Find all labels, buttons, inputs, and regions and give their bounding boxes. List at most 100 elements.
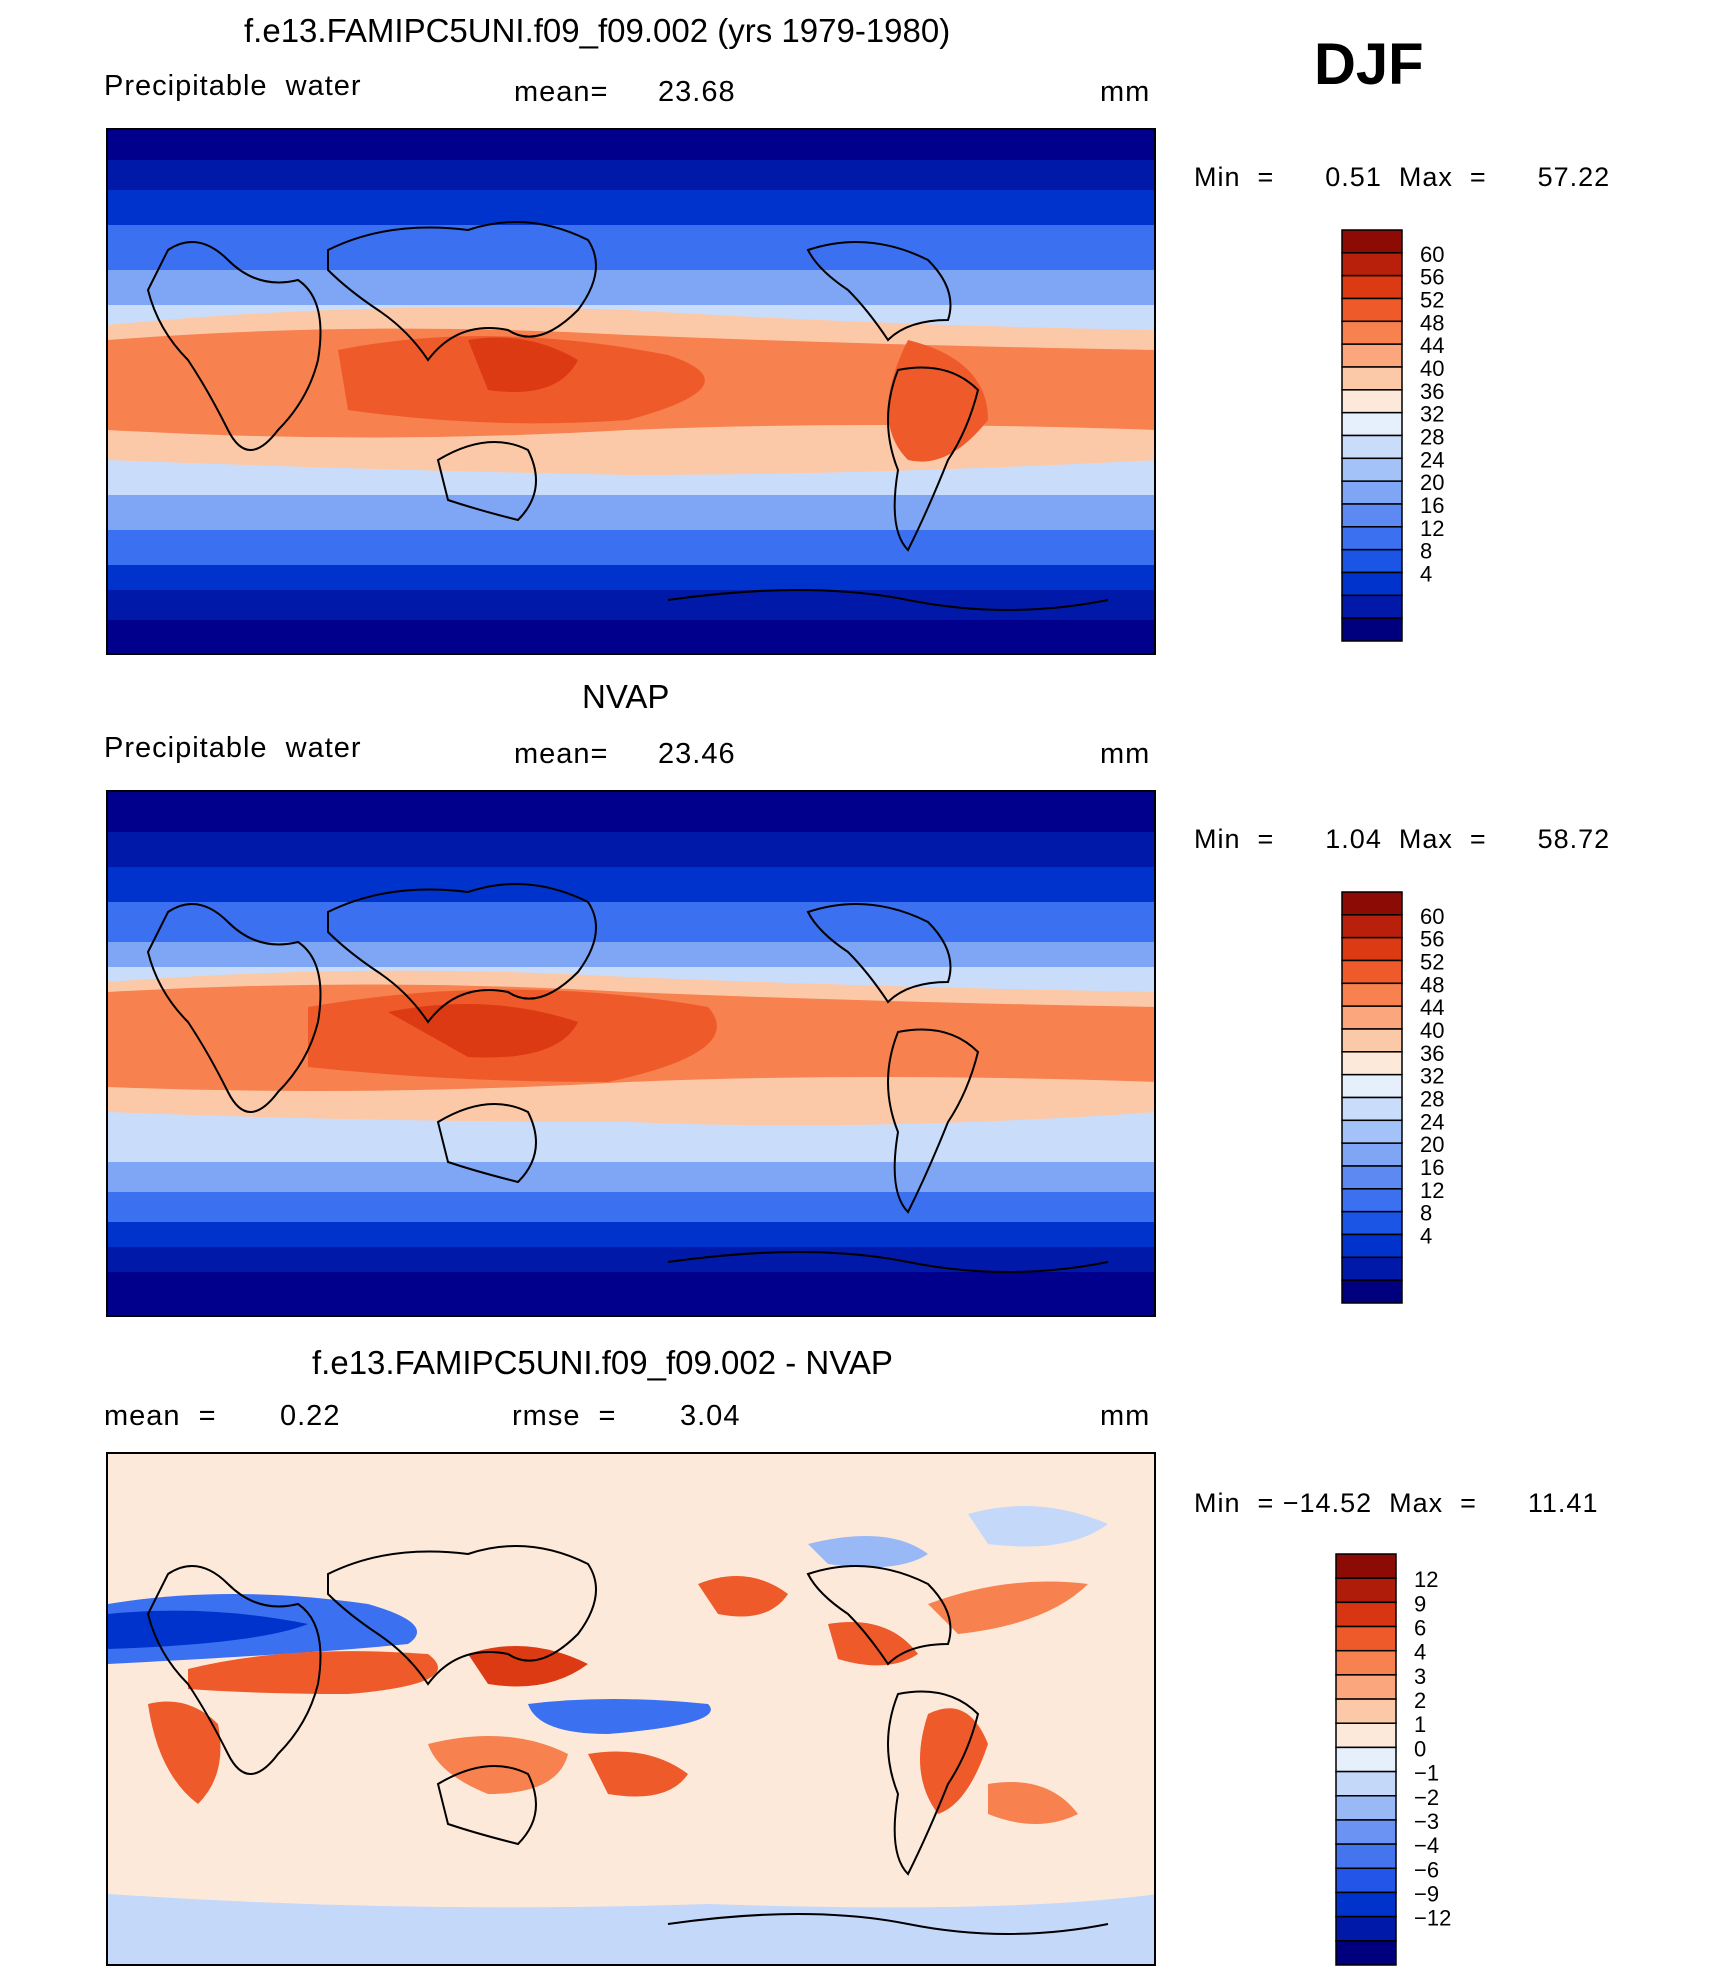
colorbar-tick-label: −3 xyxy=(1414,1809,1439,1834)
colorbar-segment xyxy=(1335,1843,1397,1870)
colorbar-tick-label: 20 xyxy=(1420,470,1444,495)
colorbar-tick-label: 48 xyxy=(1420,310,1444,335)
colorbar-segment xyxy=(1335,1770,1397,1797)
colorbar-segment xyxy=(1341,1256,1403,1281)
colorbar-segment xyxy=(1341,1028,1403,1053)
colorbar-segment xyxy=(1341,434,1403,460)
colorbar-tick-label: 32 xyxy=(1420,402,1444,427)
colorbar-tick-label: 36 xyxy=(1420,1041,1444,1066)
panel1-map xyxy=(106,128,1156,655)
colorbar-segment xyxy=(1341,936,1403,962)
colorbar-segment xyxy=(1341,594,1403,619)
colorbar-tick-label: −1 xyxy=(1414,1761,1439,1786)
colorbar-segment xyxy=(1341,1096,1403,1122)
colorbar-tick-label: −4 xyxy=(1414,1833,1439,1858)
colorbar-segment xyxy=(1335,1577,1397,1604)
panel2-mean-value: 23.46 xyxy=(658,738,736,770)
colorbar-segment xyxy=(1341,366,1403,391)
colorbar-segment xyxy=(1341,274,1403,300)
colorbar-segment xyxy=(1341,617,1403,642)
colorbar-tick-label: 52 xyxy=(1420,288,1444,313)
colorbar-segment xyxy=(1341,389,1403,414)
colorbar-tick-label: 6 xyxy=(1414,1616,1426,1641)
colorbar-segment xyxy=(1341,891,1403,916)
colorbar-segment xyxy=(1341,503,1403,528)
colorbar-tick-label: 2 xyxy=(1414,1688,1426,1713)
colorbar-segment xyxy=(1335,1940,1397,1966)
colorbar-segment xyxy=(1341,1119,1403,1144)
colorbar-tick-label: 56 xyxy=(1420,927,1444,952)
panel1-title: f.e13.FAMIPC5UNI.f09_f09.002 (yrs 1979-1… xyxy=(244,12,951,49)
colorbar-tick-label: 12 xyxy=(1420,516,1444,541)
colorbar-tick-label: 3 xyxy=(1414,1664,1426,1689)
colorbar-tick-label: 28 xyxy=(1420,425,1444,450)
colorbar-segment xyxy=(1335,1625,1397,1652)
panel3-mean-label: mean = xyxy=(104,1400,217,1432)
colorbar-segment xyxy=(1341,1142,1403,1167)
colorbar-segment xyxy=(1341,457,1403,482)
colorbar-tick-label: −12 xyxy=(1414,1906,1451,1931)
panel1-variable-label: Precipitable water xyxy=(104,70,362,102)
colorbar-segment xyxy=(1341,229,1403,254)
colorbar-tick-label: 44 xyxy=(1420,333,1444,358)
colorbar-segment xyxy=(1335,1819,1397,1845)
colorbar-segment xyxy=(1341,1051,1403,1076)
panel2-units: mm xyxy=(1100,738,1151,770)
colorbar-segment xyxy=(1335,1722,1397,1749)
colorbar-tick-label: 28 xyxy=(1420,1087,1444,1112)
colorbar-tick-label: 16 xyxy=(1420,1155,1444,1180)
season-label: DJF xyxy=(1314,32,1424,97)
panel2-map xyxy=(106,790,1156,1317)
colorbar-tick-label: −2 xyxy=(1414,1785,1439,1810)
colorbar-tick-label: 12 xyxy=(1414,1567,1438,1592)
colorbar-tick-label: 1 xyxy=(1414,1712,1426,1737)
colorbar-tick-label: 20 xyxy=(1420,1132,1444,1157)
colorbar-tick-label: 32 xyxy=(1420,1064,1444,1089)
colorbar-tick-label: 24 xyxy=(1420,447,1444,472)
colorbar-segment xyxy=(1341,571,1403,597)
panel3-units: mm xyxy=(1100,1400,1151,1432)
panel3-rmse-value: 3.04 xyxy=(680,1400,741,1432)
colorbar-segment xyxy=(1335,1891,1397,1918)
panel1-mean-label: mean= xyxy=(514,76,609,108)
colorbar-tick-label: 60 xyxy=(1420,904,1444,929)
colorbar-tick-label: −6 xyxy=(1414,1857,1439,1882)
panel3-title: f.e13.FAMIPC5UNI.f09_f09.002 - NVAP xyxy=(312,1344,893,1381)
colorbar-segment xyxy=(1341,1210,1403,1236)
colorbar-tick-label: 44 xyxy=(1420,995,1444,1020)
panel2-title: NVAP xyxy=(582,678,670,715)
colorbar-tick-label: 12 xyxy=(1420,1178,1444,1203)
colorbar-tick-label: 8 xyxy=(1420,539,1432,564)
colorbar-tick-label: 9 xyxy=(1414,1591,1426,1616)
colorbar-tick-label: 60 xyxy=(1420,242,1444,267)
colorbar-tick-label: 52 xyxy=(1420,950,1444,975)
colorbar-segment xyxy=(1341,1279,1403,1304)
colorbar-tick-label: 16 xyxy=(1420,493,1444,518)
colorbar-segment xyxy=(1335,1698,1397,1724)
panel3-minmax: Min = −14.52 Max = 11.41 xyxy=(1194,1488,1599,1518)
colorbar-segment xyxy=(1341,297,1403,323)
panel2-mean-label: mean= xyxy=(514,738,609,770)
colorbar-segment xyxy=(1335,1649,1397,1676)
colorbar-segment xyxy=(1335,1915,1397,1942)
panel1-units: mm xyxy=(1100,76,1151,108)
panel1-minmax: Min = 0.51 Max = 57.22 xyxy=(1194,162,1611,192)
panel3-rmse-label: rmse = xyxy=(512,1400,617,1432)
panel1-mean-value: 23.68 xyxy=(658,76,736,108)
colorbar-segment xyxy=(1335,1553,1397,1579)
panel2-minmax: Min = 1.04 Max = 58.72 xyxy=(1194,824,1611,854)
colorbar-tick-label: 4 xyxy=(1420,562,1432,587)
colorbar-segment xyxy=(1341,252,1403,277)
colorbar-tick-label: 4 xyxy=(1414,1640,1426,1665)
colorbar-tick-label: 40 xyxy=(1420,356,1444,381)
colorbar-segment xyxy=(1341,480,1403,505)
colorbar-segment xyxy=(1341,320,1403,345)
colorbar-segment xyxy=(1341,1188,1403,1213)
panel3-map xyxy=(106,1452,1156,1966)
colorbar-segment xyxy=(1341,411,1403,437)
colorbar-segment xyxy=(1335,1746,1397,1773)
colorbar-segment xyxy=(1341,343,1403,368)
colorbar-tick-label: 48 xyxy=(1420,972,1444,997)
colorbar-tick-label: 40 xyxy=(1420,1018,1444,1043)
